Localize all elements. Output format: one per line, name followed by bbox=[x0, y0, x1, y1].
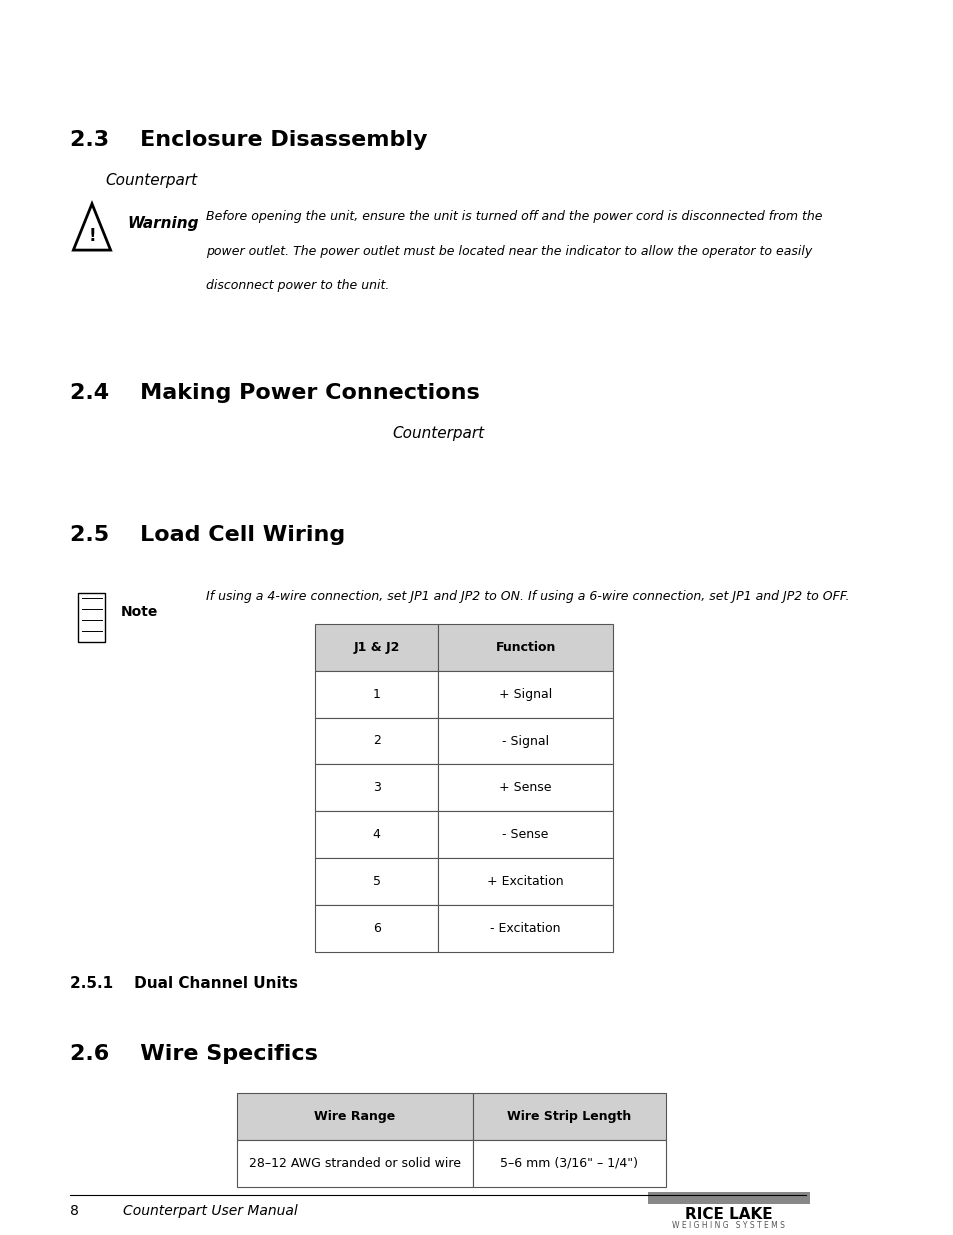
Text: disconnect power to the unit.: disconnect power to the unit. bbox=[206, 279, 389, 293]
FancyBboxPatch shape bbox=[437, 671, 613, 718]
Text: Wire Strip Length: Wire Strip Length bbox=[507, 1110, 631, 1123]
Text: 2.6    Wire Specifics: 2.6 Wire Specifics bbox=[70, 1044, 317, 1063]
Text: 2.5    Load Cell Wiring: 2.5 Load Cell Wiring bbox=[70, 525, 345, 545]
FancyBboxPatch shape bbox=[315, 905, 437, 952]
FancyBboxPatch shape bbox=[473, 1093, 665, 1140]
Text: 1: 1 bbox=[373, 688, 380, 700]
Text: 6: 6 bbox=[373, 923, 380, 935]
Text: Before opening the unit, ensure the unit is turned off and the power cord is dis: Before opening the unit, ensure the unit… bbox=[206, 210, 821, 224]
FancyBboxPatch shape bbox=[315, 671, 437, 718]
FancyBboxPatch shape bbox=[437, 811, 613, 858]
Text: 2.5.1    Dual Channel Units: 2.5.1 Dual Channel Units bbox=[70, 976, 297, 990]
FancyBboxPatch shape bbox=[315, 858, 437, 905]
Text: W E I G H I N G   S Y S T E M S: W E I G H I N G S Y S T E M S bbox=[672, 1221, 784, 1230]
Text: 5–6 mm (3/16" – 1/4"): 5–6 mm (3/16" – 1/4") bbox=[500, 1157, 638, 1170]
Text: 3: 3 bbox=[373, 782, 380, 794]
FancyBboxPatch shape bbox=[437, 764, 613, 811]
Text: 2.3    Enclosure Disassembly: 2.3 Enclosure Disassembly bbox=[70, 130, 427, 149]
FancyBboxPatch shape bbox=[473, 1140, 665, 1187]
Text: 28–12 AWG stranded or solid wire: 28–12 AWG stranded or solid wire bbox=[249, 1157, 460, 1170]
Text: 2: 2 bbox=[373, 735, 380, 747]
FancyBboxPatch shape bbox=[437, 905, 613, 952]
FancyBboxPatch shape bbox=[236, 1140, 473, 1187]
Text: Function: Function bbox=[495, 641, 556, 653]
FancyBboxPatch shape bbox=[236, 1093, 473, 1140]
FancyBboxPatch shape bbox=[437, 624, 613, 671]
Text: Wire Range: Wire Range bbox=[314, 1110, 395, 1123]
Text: + Sense: + Sense bbox=[498, 782, 552, 794]
FancyBboxPatch shape bbox=[437, 858, 613, 905]
Text: Note: Note bbox=[121, 605, 158, 619]
Text: 4: 4 bbox=[373, 829, 380, 841]
FancyBboxPatch shape bbox=[315, 718, 437, 764]
Text: J1 & J2: J1 & J2 bbox=[354, 641, 399, 653]
FancyBboxPatch shape bbox=[78, 593, 106, 642]
Text: RICE LAKE: RICE LAKE bbox=[684, 1207, 772, 1221]
Text: Warning: Warning bbox=[127, 216, 198, 231]
FancyBboxPatch shape bbox=[437, 718, 613, 764]
Text: + Signal: + Signal bbox=[498, 688, 552, 700]
Text: - Excitation: - Excitation bbox=[490, 923, 560, 935]
Text: 2.4    Making Power Connections: 2.4 Making Power Connections bbox=[70, 383, 479, 403]
FancyBboxPatch shape bbox=[315, 624, 437, 671]
Text: - Sense: - Sense bbox=[502, 829, 548, 841]
Text: Counterpart: Counterpart bbox=[392, 426, 483, 441]
Text: !: ! bbox=[88, 227, 95, 246]
FancyBboxPatch shape bbox=[315, 811, 437, 858]
Text: power outlet. The power outlet must be located near the indicator to allow the o: power outlet. The power outlet must be l… bbox=[206, 245, 811, 258]
Text: Counterpart User Manual: Counterpart User Manual bbox=[123, 1204, 297, 1218]
Text: 5: 5 bbox=[373, 876, 380, 888]
Text: If using a 4-wire connection, set JP1 and JP2 to ON. If using a 6-wire connectio: If using a 4-wire connection, set JP1 an… bbox=[206, 590, 848, 604]
FancyBboxPatch shape bbox=[648, 1192, 809, 1204]
Text: - Signal: - Signal bbox=[501, 735, 549, 747]
Text: 8: 8 bbox=[70, 1204, 79, 1218]
Text: Counterpart: Counterpart bbox=[105, 173, 197, 188]
Text: + Excitation: + Excitation bbox=[487, 876, 563, 888]
FancyBboxPatch shape bbox=[315, 764, 437, 811]
